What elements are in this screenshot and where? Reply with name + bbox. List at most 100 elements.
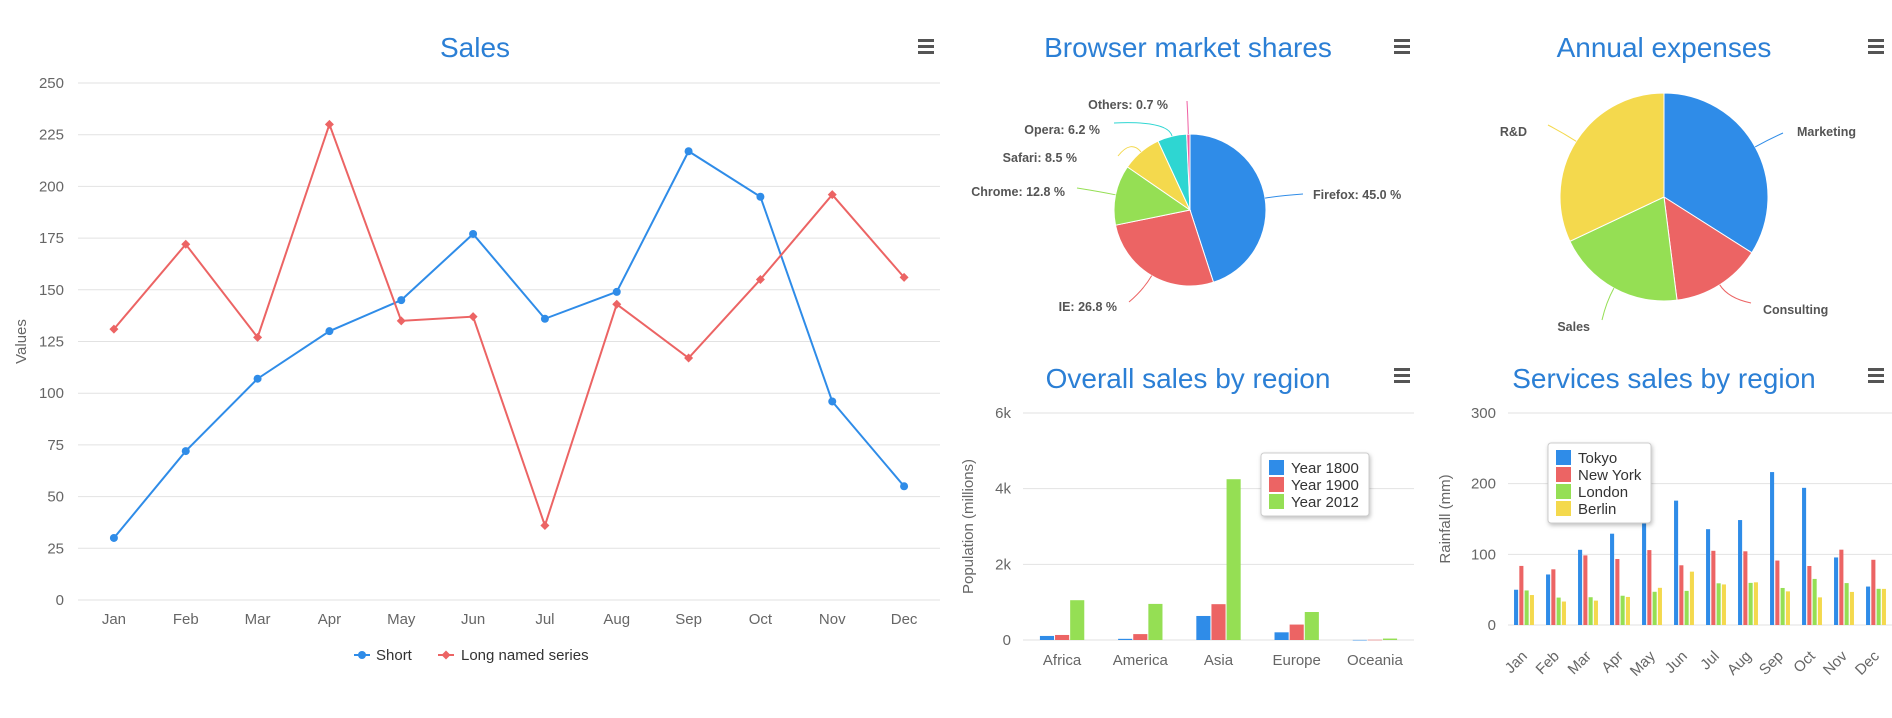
data-point[interactable]	[684, 147, 693, 156]
data-point[interactable]	[253, 374, 262, 383]
bar[interactable]	[1679, 565, 1684, 625]
hamburger-menu-icon[interactable]	[1393, 365, 1411, 385]
bar[interactable]	[1588, 597, 1593, 625]
bar[interactable]	[1775, 560, 1780, 625]
bar[interactable]	[1785, 591, 1790, 625]
bar[interactable]	[1039, 635, 1055, 640]
bar[interactable]	[1055, 634, 1070, 640]
data-point[interactable]	[755, 274, 765, 284]
hamburger-menu-icon[interactable]	[917, 36, 935, 56]
data-point[interactable]	[756, 192, 765, 201]
bar[interactable]	[1743, 551, 1748, 625]
data-point[interactable]	[540, 314, 549, 323]
pie-slice[interactable]	[1113, 166, 1192, 226]
bar[interactable]	[1711, 550, 1716, 625]
bar[interactable]	[1196, 615, 1211, 640]
bar[interactable]	[1546, 574, 1551, 625]
bar[interactable]	[1593, 600, 1598, 625]
hamburger-menu-icon[interactable]	[1393, 36, 1411, 56]
data-point[interactable]	[469, 229, 478, 238]
data-point[interactable]	[468, 312, 478, 322]
legend-item[interactable]: Short	[354, 647, 413, 664]
data-point[interactable]	[540, 521, 550, 531]
data-point[interactable]	[325, 327, 334, 336]
bar[interactable]	[1514, 589, 1519, 625]
bar[interactable]	[1625, 596, 1630, 625]
bar[interactable]	[1839, 549, 1844, 625]
data-point[interactable]	[684, 353, 694, 363]
bar[interactable]	[1674, 500, 1679, 625]
pie-slice[interactable]	[1663, 92, 1769, 254]
bar[interactable]	[1578, 549, 1583, 625]
bar[interactable]	[1876, 588, 1881, 625]
bar[interactable]	[1583, 555, 1588, 625]
bar[interactable]	[1620, 595, 1625, 625]
bar[interactable]	[1817, 597, 1822, 625]
pie-slice[interactable]	[1559, 92, 1665, 242]
bar[interactable]	[1721, 584, 1726, 625]
legend-item[interactable]: Berlin	[1556, 501, 1616, 518]
bar[interactable]	[1289, 624, 1304, 640]
bar[interactable]	[1770, 472, 1775, 625]
bar[interactable]	[1304, 612, 1319, 640]
bar[interactable]	[1866, 586, 1871, 625]
data-point[interactable]	[612, 299, 622, 309]
bar[interactable]	[1352, 639, 1367, 641]
bar[interactable]	[1133, 634, 1148, 640]
legend-item[interactable]: London	[1556, 484, 1628, 501]
bar[interactable]	[1367, 639, 1382, 641]
data-point[interactable]	[324, 119, 334, 129]
data-point[interactable]	[253, 332, 263, 342]
bar[interactable]	[1706, 529, 1711, 625]
legend-item[interactable]: Year 1900	[1269, 477, 1359, 494]
bar[interactable]	[1529, 595, 1534, 625]
legend-item[interactable]: Long named series	[438, 647, 589, 664]
bar[interactable]	[1689, 571, 1694, 625]
bar[interactable]	[1684, 590, 1689, 625]
data-point[interactable]	[181, 447, 190, 456]
pie-slice[interactable]	[1186, 133, 1191, 211]
legend-item[interactable]: Year 2012	[1269, 494, 1359, 511]
bar[interactable]	[1561, 601, 1566, 625]
bar[interactable]	[1642, 523, 1647, 625]
bar[interactable]	[1716, 583, 1721, 625]
data-point[interactable]	[109, 533, 118, 542]
legend-item[interactable]: Tokyo	[1556, 450, 1617, 467]
data-point[interactable]	[827, 190, 837, 200]
hamburger-menu-icon[interactable]	[1867, 365, 1885, 385]
bar[interactable]	[1647, 550, 1652, 625]
bar[interactable]	[1148, 603, 1163, 640]
data-point[interactable]	[612, 287, 621, 296]
bar[interactable]	[1226, 479, 1241, 640]
bar[interactable]	[1382, 638, 1398, 640]
bar[interactable]	[1652, 591, 1657, 625]
bar[interactable]	[1871, 559, 1876, 625]
bar[interactable]	[1802, 487, 1807, 625]
bar[interactable]	[1551, 569, 1556, 625]
bar[interactable]	[1780, 587, 1785, 625]
bar[interactable]	[1748, 582, 1753, 625]
data-point[interactable]	[899, 272, 909, 282]
bar[interactable]	[1738, 520, 1743, 625]
data-point[interactable]	[397, 296, 406, 305]
bar[interactable]	[1519, 565, 1524, 625]
series-line[interactable]	[113, 121, 905, 529]
data-point[interactable]	[828, 397, 837, 406]
bar[interactable]	[1812, 578, 1817, 625]
bar[interactable]	[1070, 600, 1085, 640]
bar[interactable]	[1849, 591, 1854, 625]
data-point[interactable]	[900, 482, 909, 491]
bar[interactable]	[1844, 583, 1849, 625]
hamburger-menu-icon[interactable]	[1867, 36, 1885, 56]
series-line[interactable]	[113, 149, 905, 539]
legend-item[interactable]: New York	[1556, 467, 1642, 484]
bar[interactable]	[1610, 533, 1615, 625]
bar[interactable]	[1274, 632, 1289, 640]
pie-slice[interactable]	[1569, 196, 1678, 302]
data-point[interactable]	[181, 239, 191, 249]
bar[interactable]	[1556, 597, 1561, 625]
bar[interactable]	[1615, 558, 1620, 625]
bar[interactable]	[1807, 565, 1812, 625]
data-point[interactable]	[396, 316, 406, 326]
bar[interactable]	[1834, 557, 1839, 625]
